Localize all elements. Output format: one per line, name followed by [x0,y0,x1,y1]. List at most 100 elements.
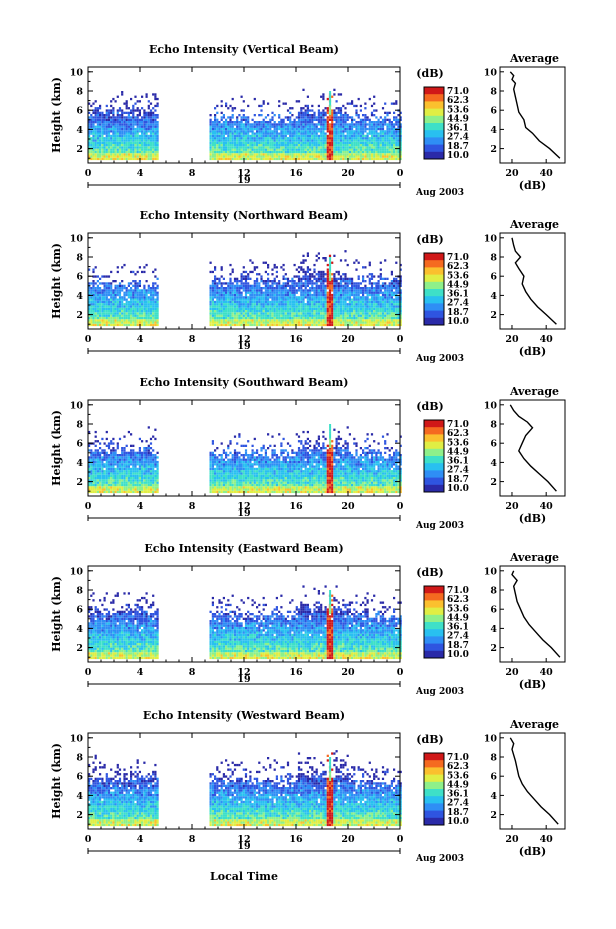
heatmap-cell [156,298,159,301]
heatmap-cell [291,307,294,310]
heatmap-cell [209,312,212,315]
heatmap-cell [156,114,159,117]
heatmap-cell [249,123,252,126]
heatmap-cell [317,298,320,301]
heatmap-cell [373,314,376,317]
heatmap-cell [364,114,367,117]
heatmap-cell [216,298,219,301]
heatmap-cell [320,273,323,276]
heatmap-cell [293,291,296,294]
heatmap-cell [293,139,296,142]
heatmap-cell [112,289,115,292]
heatmap-cell [326,97,329,101]
heatmap-cell [388,141,391,144]
heatmap-cell [247,139,250,142]
heatmap-cell [220,157,223,161]
heatmap-cell [331,287,334,290]
heatmap-cell [390,312,393,315]
heatmap-cell [233,303,237,306]
heatmap-cell [368,123,371,126]
heatmap-cell [125,146,128,149]
heatmap-cell [96,132,99,135]
heatmap-cell [364,123,367,126]
heatmap-cell [154,287,157,290]
heatmap-cell [214,141,217,144]
heatmap-cell [397,146,400,149]
heatmap-cell [267,137,270,140]
heatmap-cell [147,296,150,299]
heatmap-cell [236,298,239,301]
heatmap-cell [262,307,265,310]
heatmap-cell [280,139,283,142]
heatmap-cell [324,305,327,308]
heatmap-cell [116,148,119,151]
heatmap-cell [306,303,309,306]
heatmap-cell [346,263,349,267]
heatmap-cell [342,153,345,156]
heatmap-cell [240,312,243,315]
heatmap-cell [152,270,155,274]
heatmap-cell [145,310,148,313]
heatmap-cell [121,312,124,315]
heatmap-cell [293,300,296,304]
heatmap-cell [264,137,267,140]
heatmap-cell [397,150,400,154]
heatmap-cell [346,321,349,324]
heatmap-cell [149,305,153,308]
heatmap-cell [227,121,230,124]
heatmap-cell [309,293,312,297]
heatmap-cell [103,116,106,119]
heatmap-cell [344,127,347,131]
heatmap-cell [92,127,95,131]
heatmap-cell [156,316,159,320]
heatmap-cell [282,296,285,299]
heatmap-cell [291,321,294,324]
heatmap-cell [112,150,115,154]
heatmap-cell [342,104,345,108]
heatmap-cell [103,303,106,306]
heatmap-cell [154,303,157,306]
heatmap-cell [125,137,128,140]
heatmap-cell [322,153,325,156]
heatmap-cell [273,307,276,310]
heatmap-cell [242,130,245,133]
heatmap-cell [99,134,102,138]
heatmap-cell [315,116,318,119]
heatmap-cell [262,323,265,327]
heatmap-cell [222,132,225,135]
heatmap-cell [253,291,256,294]
heatmap-cell [90,303,93,306]
heatmap-cell [231,303,234,306]
heatmap-cell [377,282,380,285]
heatmap-cell [149,310,153,313]
heatmap-cell [362,312,365,315]
heatmap-cell [92,316,95,320]
heatmap-cell [271,157,274,161]
heatmap-cell [368,287,371,290]
heatmap-cell [116,123,119,126]
heatmap-cell [335,323,338,327]
heatmap-cell [127,307,130,310]
heatmap-cell [99,111,102,114]
heatmap-cell [258,293,261,297]
heatmap-cell [249,287,252,290]
heatmap-cell [339,139,343,142]
heatmap-cell [362,125,365,128]
heatmap-cell [156,323,159,327]
heatmap-cell [306,284,309,287]
heatmap-cell [289,303,292,306]
heatmap-cell [211,153,214,156]
heatmap-cell [386,146,389,149]
heatmap-cell [101,323,104,327]
heatmap-cell [331,282,334,285]
heatmap-cell [339,277,343,280]
heatmap-cell [105,146,108,149]
heatmap-cell [218,146,221,149]
heatmap-cell [317,305,320,308]
heatmap-cell [238,146,241,149]
colorbar-segment [424,108,444,111]
heatmap-cell [384,123,387,126]
heatmap-cell [304,280,307,283]
heatmap-cell [379,310,382,313]
heatmap-cell [284,300,287,304]
